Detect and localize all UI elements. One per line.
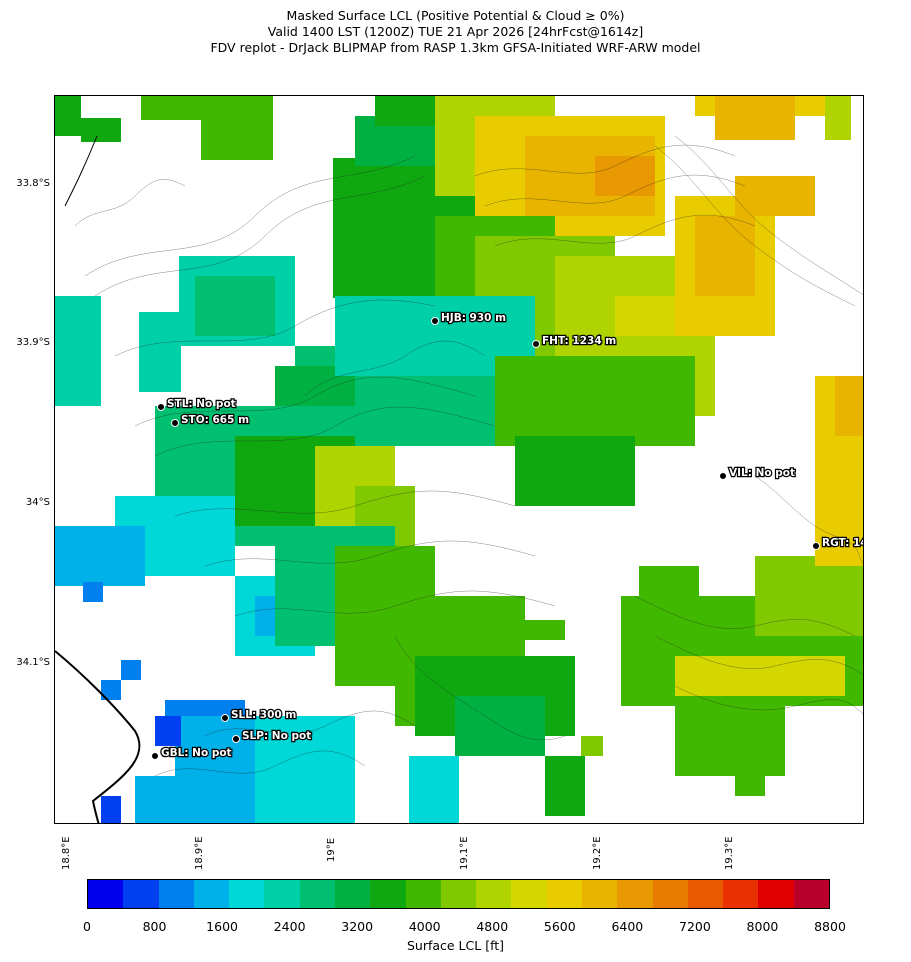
station-label-fht: FHT: 1234 m: [542, 335, 616, 347]
station-labels: HJB: 930 m FHT: 1234 m STL: No pot STO: …: [160, 311, 864, 761]
station-dot-fht: [532, 340, 540, 348]
lon-label-18-8: 18.8°E: [61, 836, 72, 870]
station-label-hjb: HJB: 930 m: [441, 312, 506, 324]
colorbar-swatch: [405, 880, 441, 908]
colorbar-tick-label: 5600: [543, 919, 576, 934]
station-label-gbl: GBL: No pot: [161, 747, 232, 759]
colorbar-tick-label: 800: [142, 919, 167, 934]
colorbar-tick-label: 8800: [814, 919, 846, 934]
station-label-rgt: RGT: 1465 m: [822, 537, 864, 549]
station-label-slp: SLP: No pot: [242, 730, 311, 742]
colorbar-swatch: [334, 880, 371, 908]
colorbar-swatch: [158, 880, 194, 908]
station-dot-stl: [157, 403, 165, 411]
coastline: [55, 650, 141, 823]
station-markers: [151, 317, 820, 760]
colorbar-tick-label: 1600: [206, 919, 238, 934]
station-label-sll: SLL: 300 m: [231, 709, 296, 721]
station-dot-hjb: [431, 317, 439, 325]
colorbar: [87, 879, 830, 909]
colorbar-title: Surface LCL [ft]: [406, 938, 505, 953]
lcl-map: HJB: 930 m FHT: 1234 m STL: No pot STO: …: [55, 96, 864, 823]
colorbar-swatch: [476, 880, 512, 908]
lat-label-34-1: 34.1°S: [16, 657, 50, 668]
terrain-contours: [74, 135, 863, 777]
station-dot-vil: [719, 472, 727, 480]
map-panel[interactable]: HJB: 930 m FHT: 1234 m STL: No pot STO: …: [54, 95, 864, 824]
station-dot-sto: [171, 419, 179, 427]
colorbar-tick-label: 2400: [273, 919, 306, 934]
colorbar-swatch: [370, 880, 406, 908]
colorbar-tick-label: 6400: [611, 919, 644, 934]
colorbar-swatch: [793, 880, 829, 908]
colorbar-tick-label: 4800: [476, 919, 509, 934]
coastline-north: [64, 135, 98, 207]
station-dot-sll: [221, 714, 229, 722]
colorbar-swatch: [193, 880, 230, 908]
lon-label-19-2: 19.2°E: [592, 836, 603, 870]
station-label-stl: STL: No pot: [167, 398, 236, 410]
colorbar-swatch: [299, 880, 335, 908]
station-dot-slp: [232, 735, 240, 743]
colorbar-tick-label: 3200: [341, 919, 374, 934]
colorbar-swatch: [511, 880, 547, 908]
colorbar-swatch: [758, 880, 794, 908]
colorbar-swatch: [123, 880, 159, 908]
lat-label-33-9: 33.9°S: [16, 337, 50, 348]
colorbar-tick-label: 8000: [746, 919, 779, 934]
colorbar-swatch: [264, 880, 300, 908]
lon-label-18-9: 18.9°E: [194, 836, 205, 870]
colorbar-tick-label: 0: [83, 919, 91, 934]
colorbar-swatch: [440, 880, 477, 908]
colorbar-tick-label: 4000: [408, 919, 441, 934]
colorbar-swatch: [652, 880, 688, 908]
lcl-cells: [55, 96, 863, 823]
colorbar-swatch: [723, 880, 759, 908]
station-label-sto: STO: 665 m: [181, 414, 249, 426]
lat-label-34-0: 34°S: [25, 497, 50, 508]
colorbar-swatch: [229, 880, 265, 908]
title-line-2: Valid 1400 LST (1200Z) TUE 21 Apr 2026 […: [267, 24, 644, 39]
station-dot-gbl: [151, 752, 159, 760]
colorbar-swatch: [617, 880, 653, 908]
colorbar-tick-label: 7200: [679, 919, 711, 934]
lat-label-33-8: 33.8°S: [16, 178, 50, 189]
lon-label-19-1: 19.1°E: [459, 836, 470, 870]
colorbar-swatch: [687, 880, 724, 908]
lon-label-19-3: 19.3°E: [724, 836, 735, 870]
colorbar-swatch: [581, 880, 618, 908]
station-label-vil: VIL: No pot: [729, 467, 795, 479]
title-line-3: FDV replot - DrJack BLIPMAP from RASP 1.…: [210, 40, 701, 55]
lon-label-19-0: 19°E: [326, 837, 337, 862]
colorbar-swatch: [88, 880, 124, 908]
title-line-1: Masked Surface LCL (Positive Potential &…: [286, 8, 625, 23]
colorbar-swatch: [546, 880, 582, 908]
station-dot-rgt: [812, 542, 820, 550]
